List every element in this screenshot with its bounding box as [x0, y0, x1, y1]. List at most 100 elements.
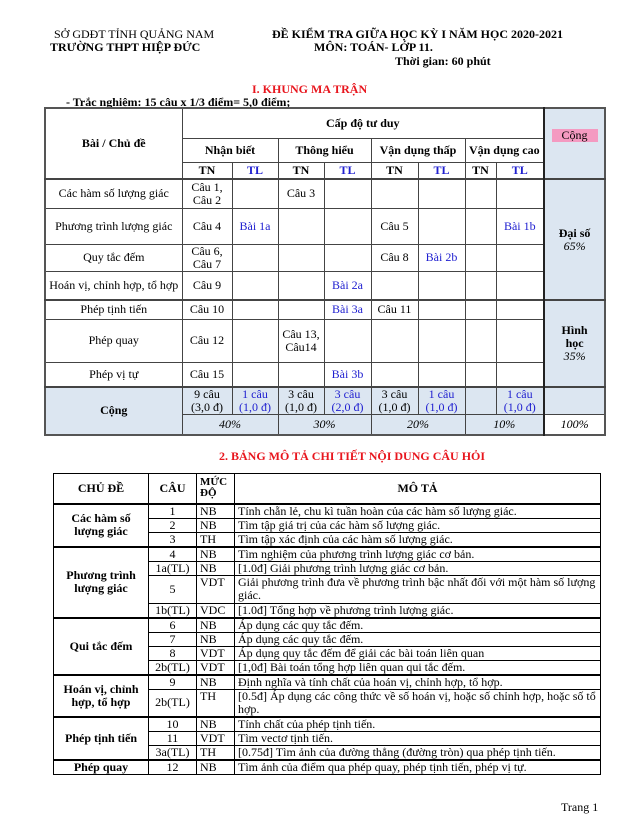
exam-title: ĐỀ KIỂM TRA GIỮA HỌC KỲ I NĂM HỌC 2020-2… [272, 27, 564, 41]
matrix-cell [323, 207, 372, 245]
question-number: 12 [148, 759, 197, 775]
matrix-cell: Câu 9 [181, 270, 233, 301]
description: Áp dụng các quy tắc đếm. [234, 616, 601, 633]
desc-header-3: MÔ TẢ [234, 473, 601, 504]
matrix-cell [370, 270, 419, 301]
description-row: 2 NB Tìm tập giá trị của các hàm số lượng … [54, 517, 601, 533]
level-2: Vận dụng thấp [370, 137, 466, 163]
question-number: 1 [148, 502, 197, 519]
matrix-cell [495, 299, 545, 320]
sub-tl: TL [495, 161, 545, 180]
description-table: CHỦ ĐỀ CÂU MỨC ĐỘ MÔ TẢ Các hàm số lượng giá… [53, 473, 601, 775]
matrix-cell [277, 243, 325, 272]
description: Tìm tập xác định của các hàm số lượng gi… [234, 531, 601, 547]
description: Áp dụng các quy tắc đếm. [234, 631, 601, 647]
question-number: 9 [148, 673, 197, 690]
difficulty-level: TH [196, 745, 235, 761]
topic-name: Quy tắc đếm [44, 243, 183, 272]
topic-name: Phương trình lượng giác [53, 545, 149, 618]
matrix-cell [231, 270, 279, 301]
topic-name: Phép quay [44, 318, 183, 363]
group-total: Hình học 35% [543, 299, 606, 388]
question-number: 5 [148, 574, 197, 604]
topic-header: Bài / Chủ đề [44, 107, 183, 180]
matrix-cell: Câu 8 [370, 243, 419, 272]
matrix-cell [417, 270, 466, 301]
matrix-cell: Câu 3 [277, 178, 325, 209]
description-row: Phép tịnh tiến 10 NB Tính chất của phép tịn… [53, 716, 601, 761]
matrix-cell: Câu 12 [181, 318, 233, 363]
topic-name: Qui tắc đếm [53, 616, 149, 675]
question-number: 7 [148, 631, 197, 647]
matrix-cell [231, 299, 279, 320]
matrix-cell [495, 318, 545, 363]
matrix-row: Phương trình lượng giác Câu 4 Bài 1a Câu 5 B… [44, 207, 605, 245]
total-cell: 1 câu (1,0 đ) [417, 386, 466, 415]
level-header: Cấp độ tư duy [181, 107, 545, 139]
matrix-cell [231, 178, 279, 209]
difficulty-level: VDT [196, 731, 235, 746]
difficulty-level: VDT [196, 574, 235, 604]
topic-name: Phép tịnh tiến [44, 299, 183, 320]
level-percent: 40% [181, 414, 279, 435]
description-row: 11 VDT Tìm vectơ tịnh tiến. [54, 731, 601, 746]
description-row: 7 NB Áp dụng các quy tắc đếm. [54, 631, 601, 647]
topic-name: Hoán vị, chỉnh hợp, tổ hợp [44, 270, 183, 301]
difficulty-level: NB [196, 517, 235, 533]
description: [1,0đ] Bài toán tổng hợp liên quan qui t… [234, 659, 601, 675]
matrix-row: Quy tắc đếm Câu 6, Câu 7 Câu 8 Bài 2b [44, 243, 605, 272]
matrix-cell [231, 361, 279, 388]
difficulty-level: NB [196, 545, 235, 562]
matrix-cell [277, 270, 325, 301]
grand-percent: 100% [543, 414, 606, 435]
difficulty-level: NB [196, 616, 235, 633]
level-0: Nhận biết [181, 137, 279, 163]
difficulty-level: TH [196, 531, 235, 547]
description: [1.0đ] Tổng hợp về phương trình lượng gi… [234, 602, 601, 618]
difficulty-level: NB [196, 716, 235, 732]
matrix-cell [370, 318, 419, 363]
matrix-row: Các hàm số lượng giác Câu 1, Câu 2 Câu 3 Đạ… [44, 178, 606, 301]
description-row: 8 VDT Áp dụng quy tắc đếm để giải các bài … [54, 645, 601, 661]
topic-name: Hoán vị, chỉnh hợp, tổ hợp [53, 673, 149, 718]
matrix-cell [323, 178, 372, 209]
question-number: 4 [148, 545, 197, 562]
section2-title: 2. BẢNG MÔ TẢ CHI TIẾT NỘI DUNG CÂU HỎI [219, 449, 486, 463]
matrix-cell: Bài 1b [495, 207, 545, 245]
total-cell: 9 câu (3,0 đ) [181, 386, 233, 415]
matrix-cell [417, 207, 466, 245]
desc-header-0: CHỦ ĐỀ [53, 473, 149, 504]
matrix-row: Hoán vị, chỉnh hợp, tổ hợp Câu 9 Bài 2a [44, 270, 605, 301]
description: Tìm nghiệm của phương trình lượng giác c… [234, 545, 601, 562]
description: Tính chẵn lẻ, chu kì tuần hoàn của các h… [234, 502, 601, 519]
matrix-cell [464, 361, 497, 388]
matrix-cell: Bài 3b [323, 361, 372, 388]
description: [0.5đ] Áp dụng các công thức về số hoán … [234, 688, 601, 718]
matrix-cell [464, 299, 497, 320]
total-header-label: Cộng [551, 129, 598, 142]
matrix-cell: Bài 1a [231, 207, 279, 245]
description: Giải phương trình đưa về phương trình bậ… [234, 574, 601, 604]
matrix-cell: Câu 10 [181, 299, 233, 320]
matrix-cell [370, 178, 419, 209]
topic-name: Các hàm số lượng giác [53, 502, 149, 547]
matrix-cell: Bài 2b [417, 243, 466, 272]
difficulty-level: VDC [196, 602, 235, 618]
matrix-cell [417, 361, 466, 388]
question-number: 2 [148, 517, 197, 533]
level-percent: 30% [277, 414, 372, 435]
description-row: 2b(TL) TH [0.5đ] Áp dụng các công thức về … [54, 688, 601, 718]
matrix-cell: Câu 5 [370, 207, 419, 245]
matrix-row: Phép tịnh tiến Câu 10 Bài 3a Câu 11 Hình học… [44, 299, 606, 388]
matrix-cell [417, 299, 466, 320]
description-row: 3 TH Tìm tập xác định của các hàm số lượng… [54, 531, 601, 547]
description-row: 2b(TL) VDT [1,0đ] Bài toán tổng hợp liên q… [54, 659, 601, 675]
level-percent: 10% [464, 414, 545, 435]
matrix-cell [464, 270, 497, 301]
description-row: Phương trình lượng giác 4 NB Tìm nghiệm của… [53, 545, 601, 618]
exam-subject: MÔN: TOÁN- LỚP 11. [314, 40, 433, 54]
difficulty-level: VDT [196, 645, 235, 661]
total-cell [464, 386, 497, 415]
matrix-cell [231, 318, 279, 363]
